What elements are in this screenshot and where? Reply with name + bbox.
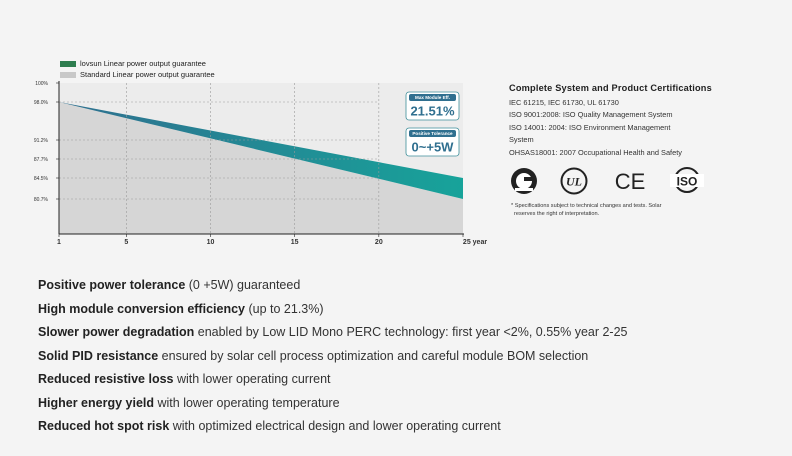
feature-item: Reduced hot spot risk with optimized ele… (38, 417, 628, 441)
feature-text: (up to 21.3%) (245, 301, 324, 316)
feature-title: Solid PID resistance (38, 348, 159, 363)
series-area-standard (59, 102, 463, 234)
legend-swatch-lovsun (60, 60, 76, 67)
feature-item: Higher energy yield with lower operating… (38, 394, 628, 418)
feature-text: with lower operating current (173, 372, 331, 386)
cert-line: IEC 61215, IEC 61730, UL 61730 (509, 98, 619, 107)
x-tick-label: 1 (57, 239, 61, 246)
feature-title: Higher energy yield (38, 395, 155, 410)
legend-item-lovsun: lovsun Linear power output guarantee (60, 58, 215, 69)
feature-item: Solid PID resistance ensured by solar ce… (38, 347, 628, 371)
y-tick-label: 91.2% (34, 138, 49, 144)
certification-g-icon (511, 168, 537, 194)
feature-item: Slower power degradation enabled by Low … (38, 323, 628, 347)
y-tick-label: 100% (35, 81, 48, 87)
feature-title: High module conversion efficiency (38, 301, 245, 316)
y-tick-label: 80.7% (34, 197, 49, 203)
svg-text:UL: UL (566, 175, 582, 189)
features-list: Positive power tolerance (0 +5W) guarant… (38, 276, 628, 441)
feature-title: Reduced hot spot risk (38, 419, 170, 433)
feature-text: enabled by Low LID Mono PERC technology:… (194, 325, 628, 339)
badge-value: 0~+5W (412, 140, 455, 155)
certifications-block: Complete System and Product Certificatio… (509, 83, 749, 159)
cert-line: System (509, 135, 534, 145)
badge-value: 21.51% (410, 104, 455, 119)
feature-item: Positive power tolerance (0 +5W) guarant… (38, 276, 628, 300)
iso-icon: ISO (670, 167, 704, 193)
svg-text:ISO: ISO (677, 175, 698, 189)
cert-line: OHSAS18001: 2007 Occupational Health and… (509, 147, 682, 157)
feature-item: High module conversion efficiency (up to… (38, 300, 628, 324)
x-tick-label: 5 (124, 239, 128, 246)
x-tick-label: 10 (207, 239, 215, 246)
badge-title: Max Module Eff. (415, 95, 450, 100)
feature-title: Positive power tolerance (38, 278, 186, 292)
ul-icon: UL (560, 167, 588, 195)
certification-icons: UL CE ISO (509, 166, 709, 198)
legend-label-standard: Standard Linear power output guarantee (80, 70, 215, 79)
x-tick-label: 25 year (463, 239, 487, 246)
legend-swatch-standard (60, 71, 76, 78)
specifications-note: * Specifications subject to technical ch… (511, 203, 701, 218)
note-line: reserves the right of interpretation. (514, 210, 600, 217)
x-tick-label: 20 (375, 239, 383, 246)
feature-title: Slower power degradation (38, 325, 195, 339)
series-area-lovsun (59, 102, 463, 199)
chart-legend: lovsun Linear power output guarantee Sta… (60, 58, 215, 80)
cert-line: ISO 9001:2008: ISO Quality Management Sy… (509, 110, 673, 120)
y-tick-label: 87.7% (34, 157, 49, 163)
badge-title-bg (409, 130, 456, 137)
feature-text: ensured by solar cell process optimizati… (158, 348, 589, 363)
ce-icon: CE (615, 169, 646, 194)
power-output-chart: 100%98.0%91.2%87.7%84.5%80.7%1 5 10 15 20 25 … (34, 81, 487, 246)
feature-title: Reduced resistive loss (38, 372, 174, 386)
certifications-title: Complete System and Product Certificatio… (509, 83, 712, 93)
legend-item-standard: Standard Linear power output guarantee (60, 69, 215, 80)
note-line: * Specifications subject to technical ch… (511, 203, 662, 209)
svg-text:CE: CE (615, 169, 646, 194)
feature-text: (0 +5W) guaranteed (185, 278, 301, 292)
cert-line: ISO 14001: 2004: ISO Environment Managem… (509, 122, 671, 132)
legend-label-lovsun: lovsun Linear power output guarantee (80, 59, 206, 68)
x-tick-label: 15 (291, 239, 299, 246)
y-tick-label: 98.0% (34, 100, 49, 106)
feature-text: with optimized electrical design and low… (169, 419, 501, 433)
y-tick-label: 84.5% (34, 176, 49, 182)
feature-item: Reduced resistive loss with lower operat… (38, 370, 628, 394)
badge-title: Positive Tolerance (412, 131, 453, 136)
badge-title-bg (409, 94, 456, 101)
feature-text: with lower operating temperature (154, 395, 340, 410)
